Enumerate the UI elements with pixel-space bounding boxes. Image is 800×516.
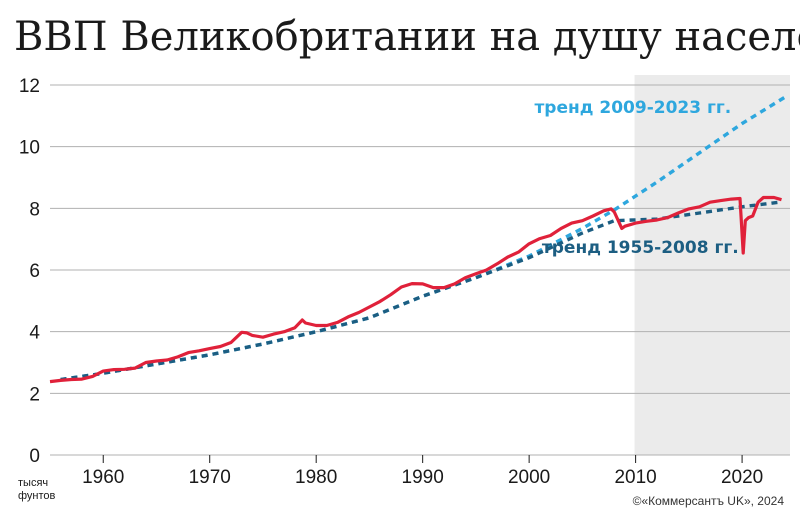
- y-tick-label: 2: [29, 384, 40, 405]
- y-tick-label: 0: [29, 446, 40, 467]
- series-line-gdp: [49, 195, 782, 384]
- chart-title: ВВП Великобритании на душу населения: [14, 14, 800, 60]
- x-tick-label: 1990: [402, 467, 444, 488]
- unit-label-line-2: фунтов: [18, 490, 56, 502]
- y-axis-ticks: 0 2 4 6 8 10 12: [19, 76, 41, 467]
- y-tick-label: 12: [19, 76, 40, 97]
- credit-text: ©«Коммерсантъ UK», 2024: [633, 494, 785, 508]
- gridlines: [50, 84, 790, 456]
- annotations: тренд 2009-2023 гг. тренд 1955-2008 гг.: [534, 98, 738, 258]
- x-tick-label: 2010: [614, 467, 656, 488]
- unit-label-line-1: тысяч: [18, 477, 48, 489]
- x-tick-label: 2000: [508, 467, 550, 488]
- shaded-period-2010-2024: [634, 75, 790, 455]
- x-tick-label: 1980: [295, 467, 337, 488]
- annotation-trend-1955-2008: тренд 1955-2008 гг.: [542, 238, 739, 258]
- y-tick-label: 4: [29, 323, 40, 344]
- y-tick-label: 8: [29, 199, 40, 220]
- series: [49, 95, 786, 384]
- x-tick-label: 2020: [721, 467, 763, 488]
- y-tick-label: 6: [29, 261, 40, 282]
- x-axis-ticks: 1960 1970 1980 1990 2000 2010 2020: [82, 455, 763, 488]
- x-tick-label: 1960: [82, 467, 124, 488]
- annotation-trend-2009-2023: тренд 2009-2023 гг.: [534, 98, 731, 118]
- x-tick-label: 1970: [189, 467, 231, 488]
- y-tick-label: 10: [19, 138, 40, 159]
